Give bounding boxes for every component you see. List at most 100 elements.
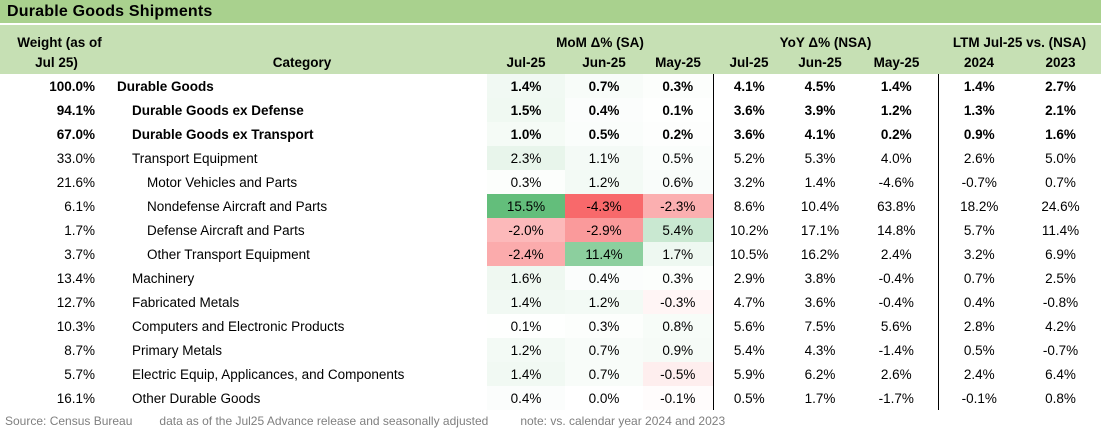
weight-cell: 3.7%	[64, 246, 95, 262]
ltm-2024-cell: 0.7%	[937, 266, 1021, 290]
ltm-2023-cell: 6.4%	[1045, 366, 1076, 382]
weight-cell: 12.7%	[56, 294, 95, 310]
yoy-jul25-cell: 3.2%	[712, 170, 785, 194]
report-title: Durable Goods Shipments	[7, 2, 213, 20]
table-row: 5.7% Electric Equip, Applicances, and Com…	[0, 362, 1101, 386]
mom-may25-cell: 0.1%	[643, 98, 713, 122]
ltm-2023-cell: 2.7%	[1045, 78, 1076, 94]
group-header-ltm: LTM Jul-25 vs. (NSA)	[952, 35, 1087, 50]
mom-may25-cell: -0.5%	[643, 362, 713, 386]
ltm-2024-cell: 2.8%	[937, 314, 1021, 338]
category-cell: Other Transport Equipment	[147, 246, 310, 262]
ltm-2024-cell: 0.4%	[937, 290, 1021, 314]
yoy-jun25-cell: 5.3%	[804, 150, 836, 166]
ltm-2024-cell: 0.5%	[937, 338, 1021, 362]
mom-jul25-cell: 2.3%	[487, 146, 565, 170]
mom-jun25-cell: 11.4%	[565, 242, 643, 266]
yoy-jun25-cell: 4.5%	[804, 78, 836, 94]
mom-jun25-cell: 0.7%	[565, 362, 643, 386]
table-row: 6.1% Nondefense Aircraft and Parts 15.5% -4…	[0, 194, 1101, 218]
mom-jun25-cell: 0.3%	[565, 314, 643, 338]
ltm-2024-cell: -0.7%	[937, 170, 1021, 194]
mom-jun25-cell: 0.7%	[565, 338, 643, 362]
yoy-jul25-cell: 8.6%	[712, 194, 785, 218]
yoy-jun25-cell: 4.3%	[804, 342, 836, 358]
mom-jul25-cell: -2.0%	[487, 218, 565, 242]
yoy-may25-cell: -4.6%	[878, 174, 914, 190]
yoy-jun25-cell: 4.1%	[804, 126, 836, 142]
category-cell: Nondefense Aircraft and Parts	[147, 198, 328, 214]
yoy-jul25-cell: 10.5%	[712, 242, 785, 266]
table-header: Weight (as of MoM Δ% (SA) YoY Δ% (NSA) L…	[0, 25, 1101, 74]
source-note: Source: Census Bureau	[5, 413, 133, 428]
group-header-mom: MoM Δ% (SA)	[556, 35, 644, 50]
mom-jun25-cell: -2.9%	[565, 218, 643, 242]
mom-jul25-cell: -2.4%	[487, 242, 565, 266]
col-header-ltm-2023: 2023	[1045, 54, 1076, 70]
weight-cell: 33.0%	[56, 150, 95, 166]
mom-jul25-cell: 1.5%	[487, 98, 565, 122]
data-note: data as of the Jul25 Advance release and…	[159, 413, 489, 428]
mom-jul25-cell: 0.3%	[487, 170, 565, 194]
category-cell: Durable Goods ex Defense	[132, 102, 304, 118]
category-cell: Other Durable Goods	[132, 390, 261, 406]
category-cell: Fabricated Metals	[132, 294, 240, 310]
mom-may25-cell: -2.3%	[643, 194, 713, 218]
mom-jun25-cell: 0.7%	[565, 74, 643, 98]
weight-header-line2: Jul 25)	[35, 54, 78, 70]
weight-cell: 67.0%	[56, 126, 95, 142]
yoy-may25-cell: 1.4%	[880, 78, 912, 94]
yoy-jul25-cell: 5.9%	[712, 362, 785, 386]
category-header-spacer	[113, 25, 487, 50]
table-row: 33.0% Transport Equipment 2.3% 1.1% 0.5% 5.2%…	[0, 146, 1101, 170]
mom-may25-cell: 5.4%	[643, 218, 713, 242]
table-row: 21.6% Motor Vehicles and Parts 0.3% 1.2% 0.6…	[0, 170, 1101, 194]
yoy-jun25-cell: 3.6%	[804, 294, 836, 310]
yoy-may25-cell: -0.4%	[878, 294, 914, 310]
mom-jun25-cell: -4.3%	[565, 194, 643, 218]
yoy-jul25-cell: 4.7%	[712, 290, 785, 314]
shipments-table: Weight (as of MoM Δ% (SA) YoY Δ% (NSA) L…	[0, 25, 1101, 410]
col-header-mom-may25: May-25	[655, 54, 701, 70]
table-row: 100.0% Durable Goods 1.4% 0.7% 0.3% 4.1% 4.5% 1…	[0, 74, 1101, 98]
category-cell: Primary Metals	[132, 342, 223, 358]
table-row: 8.7% Primary Metals 1.2% 0.7% 0.9% 5.4% 4.3% -1…	[0, 338, 1101, 362]
yoy-may25-cell: 1.2%	[880, 102, 912, 118]
group-header-row: Weight (as of MoM Δ% (SA) YoY Δ% (NSA) L…	[0, 25, 1101, 50]
table-row: 10.3% Computers and Electronic Products 0.…	[0, 314, 1101, 338]
group-header-yoy: YoY Δ% (NSA)	[779, 35, 872, 50]
col-header-mom-jul25: Jul-25	[506, 54, 546, 70]
col-header-yoy-may25: May-25	[873, 54, 920, 70]
yoy-jul25-cell: 2.9%	[712, 266, 785, 290]
table-row: 13.4% Machinery 1.6% 0.4% 0.3% 2.9% 3.8% -0.4% 0…	[0, 266, 1101, 290]
mom-may25-cell: 0.3%	[643, 266, 713, 290]
table-row: 16.1% Other Durable Goods 0.4% 0.0% -0.1% 0.5…	[0, 386, 1101, 410]
mom-jun25-cell: 1.1%	[565, 146, 643, 170]
col-header-mom-jun25: Jun-25	[582, 54, 626, 70]
mom-jul25-cell: 0.4%	[487, 386, 565, 410]
yoy-may25-cell: -1.4%	[878, 342, 914, 358]
yoy-jun25-cell: 16.2%	[800, 246, 840, 262]
yoy-jun25-cell: 1.4%	[804, 174, 836, 190]
category-cell: Computers and Electronic Products	[132, 318, 345, 334]
yoy-may25-cell: 2.6%	[880, 366, 912, 382]
mom-may25-cell: -0.3%	[643, 290, 713, 314]
weight-cell: 21.6%	[56, 174, 95, 190]
category-cell: Durable Goods ex Transport	[132, 126, 314, 142]
weight-cell: 100.0%	[49, 78, 95, 94]
yoy-jun25-cell: 17.1%	[800, 222, 840, 238]
mom-jun25-cell: 1.2%	[565, 170, 643, 194]
table-row: 67.0% Durable Goods ex Transport 1.0% 0.5% 0…	[0, 122, 1101, 146]
table-row: 1.7% Defense Aircraft and Parts -2.0% -2.9%…	[0, 218, 1101, 242]
weight-cell: 1.7%	[64, 222, 95, 238]
mom-jul25-cell: 1.4%	[487, 74, 565, 98]
category-cell: Defense Aircraft and Parts	[147, 222, 305, 238]
table-row: 3.7% Other Transport Equipment -2.4% 11.4% 1…	[0, 242, 1101, 266]
ltm-2024-cell: -0.1%	[937, 386, 1021, 410]
yoy-may25-cell: 14.8%	[877, 222, 916, 238]
weight-cell: 8.7%	[64, 342, 95, 358]
weight-header-line1: Weight (as of	[17, 35, 102, 50]
category-cell: Motor Vehicles and Parts	[147, 174, 298, 190]
ltm-2024-cell: 5.7%	[937, 218, 1021, 242]
